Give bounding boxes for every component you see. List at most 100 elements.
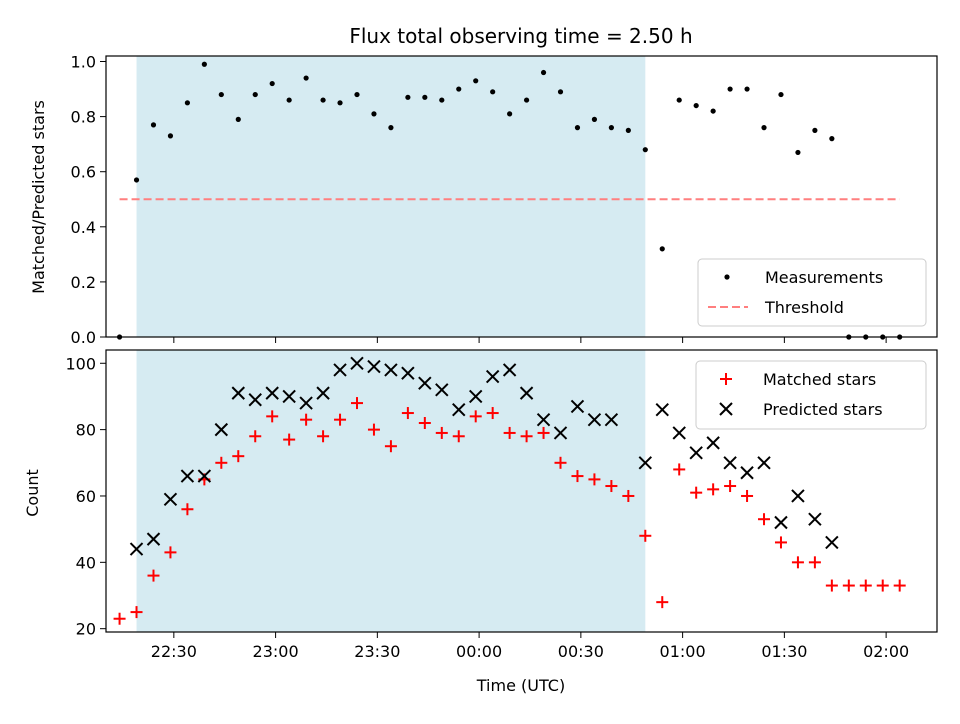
y-tick-label: 80 bbox=[76, 421, 96, 440]
measurement-point bbox=[727, 86, 733, 92]
matched-star-point bbox=[232, 450, 245, 463]
matched-star-point bbox=[469, 410, 482, 423]
legend-measurements-label: Measurements bbox=[765, 268, 883, 287]
predicted-star-point bbox=[519, 386, 534, 400]
x-tick-label: 02:00 bbox=[863, 642, 909, 661]
x-tick-label: 00:30 bbox=[558, 642, 604, 661]
top-shaded-interval bbox=[136, 56, 646, 337]
measurement-point bbox=[269, 80, 275, 87]
top-legend: Measurements Threshold bbox=[697, 258, 927, 327]
legend-measurements-marker bbox=[724, 274, 730, 280]
bottom-shaded-interval bbox=[136, 350, 646, 632]
matched-star-point bbox=[893, 579, 906, 592]
measurement-point bbox=[591, 116, 598, 122]
predicted-star-point bbox=[570, 399, 585, 414]
predicted-star-point bbox=[791, 489, 805, 503]
measurement-point bbox=[540, 69, 547, 76]
predicted-star-point bbox=[197, 469, 212, 483]
y-tick-label: 0.8 bbox=[71, 108, 96, 127]
measurement-point bbox=[557, 89, 564, 95]
x-axis-label: Time (UTC) bbox=[476, 676, 565, 695]
predicted-star-point bbox=[502, 363, 517, 377]
matched-star-point bbox=[758, 513, 771, 526]
y-tick-label: 60 bbox=[76, 487, 96, 506]
legend-predicted-marker bbox=[719, 402, 733, 416]
measurement-point bbox=[286, 97, 292, 103]
measurement-point bbox=[829, 136, 835, 142]
measurement-point bbox=[405, 94, 411, 100]
measurement-point bbox=[167, 133, 174, 139]
predicted-star-point bbox=[604, 412, 619, 427]
y-tick-label: 0.6 bbox=[71, 163, 96, 182]
x-tick-label: 01:00 bbox=[660, 642, 706, 661]
measurement-point bbox=[150, 122, 157, 128]
measurement-point bbox=[710, 108, 716, 114]
measurement-point bbox=[812, 127, 818, 133]
measurement-point bbox=[744, 86, 750, 92]
x-tick-label: 01:30 bbox=[761, 642, 807, 661]
predicted-star-point bbox=[706, 436, 720, 450]
predicted-star-point bbox=[129, 542, 144, 556]
predicted-star-point bbox=[587, 412, 602, 427]
predicted-star-point bbox=[333, 363, 347, 377]
predicted-star-point bbox=[163, 492, 178, 507]
predicted-star-point bbox=[469, 389, 483, 404]
predicted-star-point bbox=[774, 515, 788, 530]
predicted-star-point bbox=[757, 456, 771, 470]
predicted-star-point bbox=[316, 386, 330, 400]
matched-star-point bbox=[215, 456, 228, 469]
matched-star-point bbox=[639, 529, 652, 542]
x-tick-label: 23:30 bbox=[354, 642, 400, 661]
x-tick-label: 23:00 bbox=[253, 642, 299, 661]
matched-star-point bbox=[673, 463, 686, 476]
matched-star-point bbox=[554, 456, 567, 469]
matched-star-point bbox=[825, 579, 838, 592]
matched-star-point bbox=[520, 430, 533, 443]
y-tick-label: 40 bbox=[76, 553, 96, 572]
measurement-point bbox=[184, 100, 191, 106]
bottom-legend: Matched stars Predicted stars bbox=[695, 360, 927, 430]
matched-star-point bbox=[147, 569, 160, 582]
matched-star-point bbox=[656, 596, 669, 609]
measurement-point bbox=[439, 97, 445, 103]
predicted-star-point bbox=[384, 363, 398, 377]
matched-star-point bbox=[774, 536, 787, 549]
predicted-star-point bbox=[401, 366, 415, 380]
matched-star-point bbox=[622, 489, 635, 502]
measurement-point bbox=[795, 149, 801, 156]
top-y-axis-label: Matched/Predicted stars bbox=[29, 100, 48, 294]
predicted-star-point bbox=[282, 389, 296, 404]
bottom-y-axis-label: Count bbox=[23, 469, 42, 517]
bottom-legend-box bbox=[695, 360, 927, 430]
matched-star-point bbox=[266, 410, 279, 423]
matched-star-point bbox=[808, 556, 821, 569]
y-tick-label: 1.0 bbox=[71, 53, 96, 72]
matched-star-point bbox=[334, 413, 347, 426]
predicted-star-point bbox=[740, 466, 754, 480]
matched-star-point bbox=[350, 397, 363, 410]
x-tick-label: 00:00 bbox=[456, 642, 502, 661]
measurement-point bbox=[422, 94, 428, 100]
measurement-point bbox=[388, 125, 394, 131]
legend-threshold-label: Threshold bbox=[764, 298, 844, 317]
measurement-point bbox=[693, 102, 699, 109]
matched-star-point bbox=[418, 416, 431, 429]
predicted-star-point bbox=[452, 403, 466, 417]
matched-star-point bbox=[130, 606, 143, 619]
predicted-star-point bbox=[418, 376, 432, 390]
top-legend-box bbox=[697, 258, 927, 327]
chart-title: Flux total observing time = 2.50 h bbox=[349, 24, 692, 48]
measurement-point bbox=[490, 89, 496, 95]
bottom-x-ticks: 22:30 23:00 23:30 00:00 00:30 01:00 01:30 02:00 bbox=[151, 632, 909, 661]
y-tick-label: 100 bbox=[65, 354, 96, 373]
matched-star-point bbox=[181, 503, 194, 516]
predicted-star-point bbox=[808, 512, 822, 526]
matched-star-point bbox=[486, 407, 499, 420]
measurement-point bbox=[473, 78, 479, 84]
predicted-star-point bbox=[231, 386, 245, 400]
predicted-star-point bbox=[146, 532, 161, 546]
y-tick-label: 0.0 bbox=[71, 328, 96, 347]
legend-predicted-label: Predicted stars bbox=[763, 400, 883, 419]
top-panel: 0.0 0.2 0.4 0.6 0.8 1.0 Matched/Predicted sta… bbox=[29, 53, 938, 347]
